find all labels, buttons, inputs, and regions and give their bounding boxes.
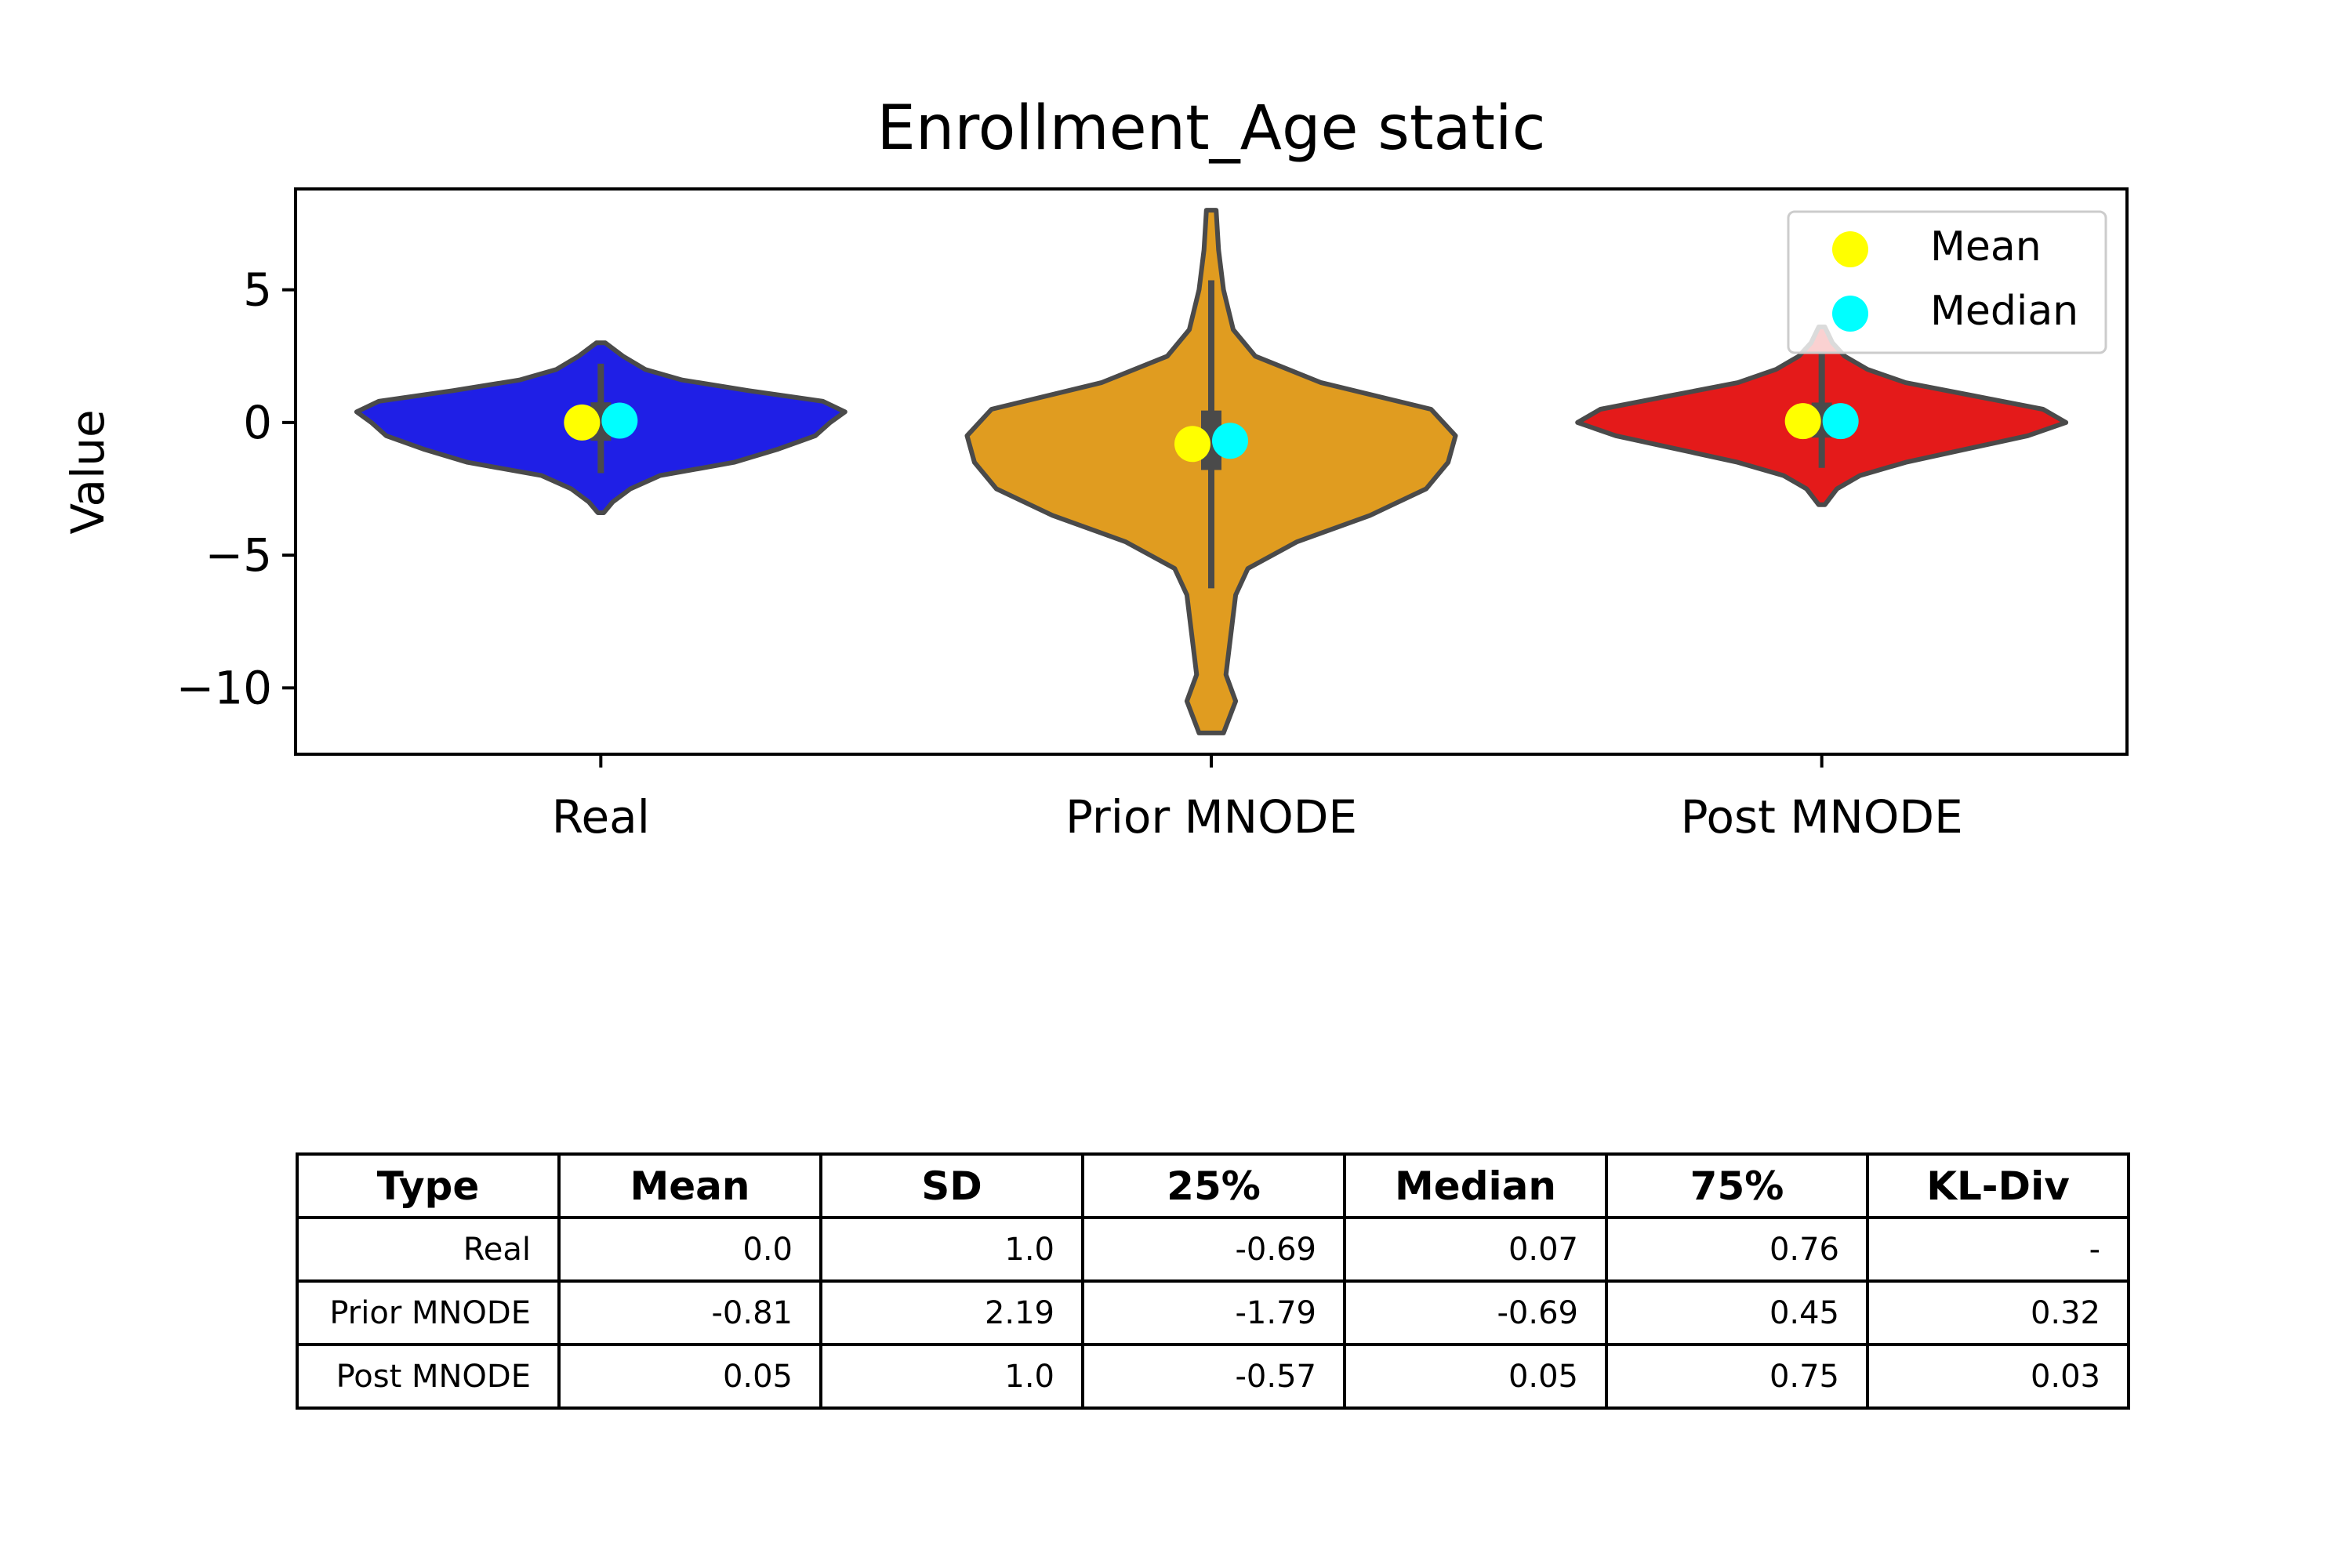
mean-point <box>1174 426 1210 463</box>
table-row: Post MNODE 0.05 1.0 -0.57 0.05 0.75 0.03 <box>296 1343 2130 1410</box>
mean-median-points <box>564 402 1859 463</box>
chart-title: Enrollment_Age static <box>877 93 1546 164</box>
x-tick-label: Post MNODE <box>1681 790 1963 844</box>
legend-label-median: Median <box>1930 288 2078 335</box>
header-type: Type <box>296 1152 561 1219</box>
table-row: Prior MNODE -0.81 2.19 -1.79 -0.69 0.45 … <box>296 1279 2130 1346</box>
y-tick-label: 0 <box>243 396 272 449</box>
table-row: Real 0.0 1.0 -0.69 0.07 0.76 - <box>296 1216 2130 1283</box>
table-cell: Post MNODE <box>296 1343 561 1410</box>
y-axis: 5 0 −5 −10 <box>176 263 296 714</box>
table-cell: 0.45 <box>1605 1279 1869 1346</box>
stats-table: Type Mean SD 25% Median 75% KL-Div Real … <box>296 1152 2130 1410</box>
table-cell: -0.57 <box>1081 1343 1346 1410</box>
table-header-row: Type Mean SD 25% Median 75% KL-Div <box>296 1152 2130 1219</box>
table-cell: 0.05 <box>1343 1343 1608 1410</box>
header-median: Median <box>1343 1152 1608 1219</box>
table-cell: 2.19 <box>819 1279 1084 1346</box>
mean-point <box>564 404 601 441</box>
table-cell: 1.0 <box>819 1343 1084 1410</box>
legend-marker-mean <box>1832 231 1868 267</box>
header-mean: Mean <box>557 1152 822 1219</box>
median-point <box>1822 403 1859 440</box>
table-cell: 0.07 <box>1343 1216 1608 1283</box>
y-tick-label: 5 <box>243 263 272 317</box>
table-cell: -0.81 <box>557 1279 822 1346</box>
table-cell: -0.69 <box>1343 1279 1608 1346</box>
y-tick-label: −5 <box>205 528 273 582</box>
table-cell: Real <box>296 1216 561 1283</box>
table-cell: 0.75 <box>1605 1343 1869 1410</box>
median-point <box>1212 423 1248 459</box>
table-cell: -0.69 <box>1081 1216 1346 1283</box>
table-cell: -1.79 <box>1081 1279 1346 1346</box>
table-cell: 0.76 <box>1605 1216 1869 1283</box>
header-kl-div: KL-Div <box>1866 1152 2130 1219</box>
table-cell: 0.05 <box>557 1343 822 1410</box>
header-25: 25% <box>1081 1152 1346 1219</box>
mean-point <box>1784 403 1821 440</box>
legend-marker-median <box>1832 296 1868 332</box>
header-75: 75% <box>1605 1152 1869 1219</box>
x-tick-label: Prior MNODE <box>1065 790 1357 844</box>
table-cell: 0.03 <box>1866 1343 2130 1410</box>
y-axis-label: Value <box>61 409 114 534</box>
y-tick-label: −10 <box>176 661 272 714</box>
table-cell: 0.32 <box>1866 1279 2130 1346</box>
legend-label-mean: Mean <box>1930 223 2042 270</box>
header-sd: SD <box>819 1152 1084 1219</box>
legend: Mean Median <box>1787 210 2107 354</box>
table-cell: 0.0 <box>557 1216 822 1283</box>
x-axis: Real Prior MNODE Post MNODE <box>552 754 1963 844</box>
x-tick-label: Real <box>552 790 650 844</box>
table-cell: Prior MNODE <box>296 1279 561 1346</box>
table-cell: 1.0 <box>819 1216 1084 1283</box>
median-point <box>601 402 638 439</box>
table-cell: - <box>1866 1216 2130 1283</box>
